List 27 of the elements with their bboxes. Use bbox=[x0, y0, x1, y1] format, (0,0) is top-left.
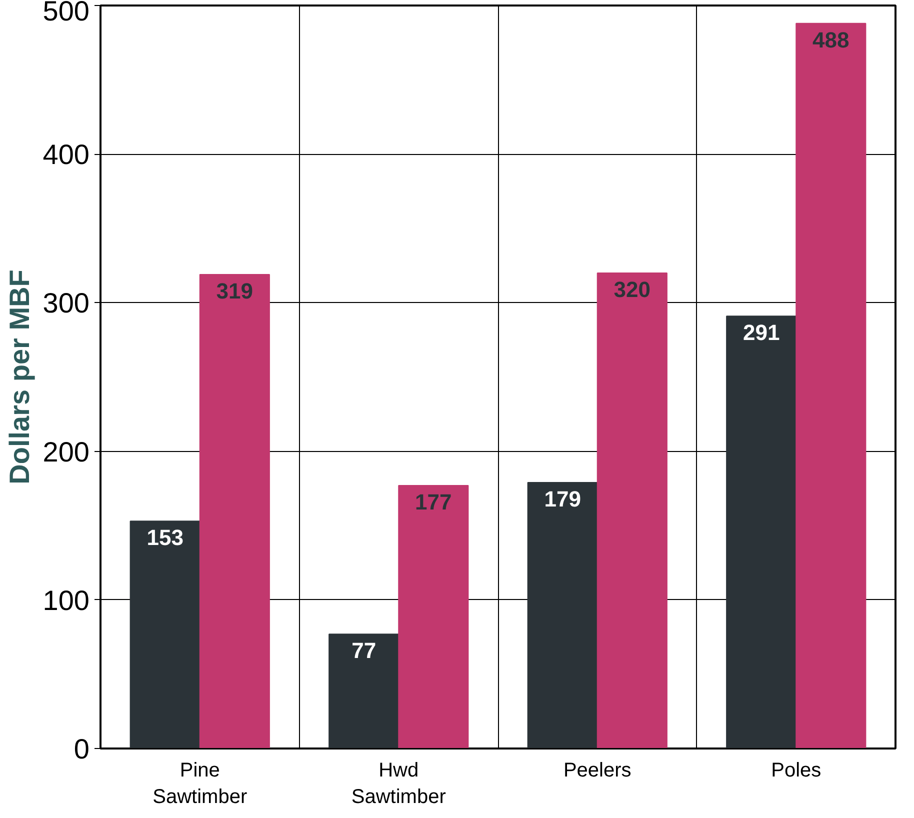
data-label: 153 bbox=[146, 525, 184, 550]
data-label: 77 bbox=[352, 638, 376, 664]
y-tick-label: 100 bbox=[42, 584, 90, 616]
data-label: 319 bbox=[216, 278, 254, 304]
y-tick-label: 400 bbox=[42, 139, 90, 170]
y-tick-label: 500 bbox=[42, 0, 90, 26]
data-label: 177 bbox=[415, 489, 452, 514]
bar bbox=[726, 316, 797, 748]
bar bbox=[328, 634, 400, 748]
data-label: 488 bbox=[812, 27, 850, 52]
x-tick-label: Poles bbox=[771, 760, 822, 782]
data-label: 179 bbox=[544, 486, 581, 512]
bar bbox=[199, 274, 270, 748]
y-tick-label: 200 bbox=[42, 436, 90, 468]
y-tick-label: 0 bbox=[74, 734, 90, 764]
bar bbox=[596, 272, 668, 748]
x-tick-label: Peelers bbox=[563, 760, 632, 782]
y-tick-label: 300 bbox=[42, 288, 90, 319]
x-tick-label: Hwd Sawtimber bbox=[351, 760, 446, 808]
bar bbox=[130, 520, 200, 748]
x-tick-label: Pine Sawtimber bbox=[152, 760, 248, 808]
bar bbox=[398, 484, 469, 748]
data-label: 291 bbox=[742, 320, 780, 346]
y-axis-title: Dollars per MBF bbox=[4, 270, 35, 484]
data-label: 320 bbox=[614, 276, 651, 302]
bar bbox=[796, 22, 866, 748]
bar bbox=[527, 482, 598, 748]
